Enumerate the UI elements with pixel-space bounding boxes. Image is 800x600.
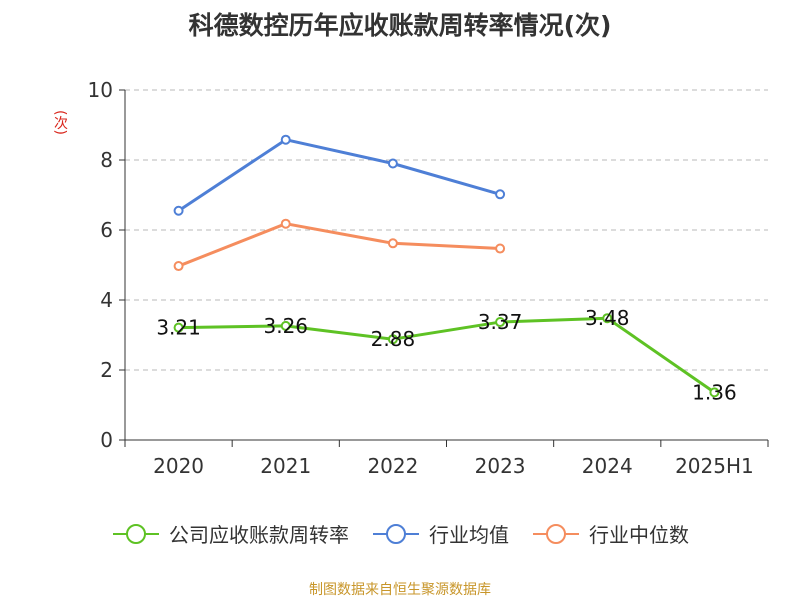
data-label: 3.48: [585, 306, 630, 330]
legend-item: 行业均值: [371, 519, 509, 548]
data-point: [495, 243, 506, 254]
chart-title: 科德数控历年应收账款周转率情况(次): [188, 11, 612, 40]
series-line: [178, 222, 501, 268]
y-tick-label: 6: [100, 218, 113, 242]
x-tick-label: 2025H1: [675, 454, 754, 478]
legend-label: 公司应收账款周转率: [169, 523, 349, 547]
data-labels: 3.21 3.26 2.88 3.37 3.48 1.36: [156, 306, 736, 404]
legend-item: 行业中位数: [531, 519, 689, 548]
legend-marker-icon: [113, 523, 159, 544]
data-point: [495, 317, 506, 328]
data-point: [602, 313, 613, 324]
series-line: [178, 316, 716, 394]
source-note: 制图数据来自恒生聚源数据库: [309, 582, 491, 598]
x-tick-label: 2022: [367, 454, 418, 478]
x-tick-label: 2021: [260, 454, 311, 478]
data-point: [709, 387, 720, 398]
data-label: 3.21: [156, 316, 201, 340]
legend: 公司应收账款周转率 行业均值 行业中位数: [0, 519, 800, 548]
legend-label: 行业中位数: [589, 523, 689, 547]
data-point: [495, 189, 506, 200]
data-label: 3.37: [478, 310, 523, 334]
y-tick-label: 4: [100, 288, 113, 312]
y-tick-label: 0: [100, 428, 113, 452]
legend-marker-icon: [533, 523, 579, 544]
y-axis-label: (次): [52, 110, 68, 135]
data-label: 1.36: [692, 380, 737, 404]
y-tick-label: 8: [100, 148, 113, 172]
data-point: [280, 134, 291, 145]
data-point: [280, 320, 291, 331]
y-tick-label: 10: [88, 78, 113, 102]
series: [173, 134, 720, 398]
data-point: [173, 322, 184, 333]
y-tick-label: 2: [100, 358, 113, 382]
legend-label: 行业均值: [429, 523, 509, 547]
legend-item: 公司应收账款周转率: [111, 519, 349, 548]
x-tick-label: 2020: [153, 454, 204, 478]
data-label: 3.26: [263, 314, 308, 338]
x-tick-label: 2024: [582, 454, 633, 478]
axes: 0 2 4 6 8 10 2020 2021 2022 2023 2024 2025H1: [88, 78, 769, 478]
data-point: [387, 158, 398, 169]
grid-lines: [125, 89, 768, 371]
x-tick-label: 2023: [475, 454, 526, 478]
data-point: [280, 218, 291, 229]
legend-marker-icon: [373, 523, 419, 544]
data-point: [173, 261, 184, 272]
data-point: [387, 238, 398, 249]
series-line: [177, 138, 501, 213]
data-point: [387, 334, 398, 345]
data-point: [173, 205, 184, 216]
data-label: 2.88: [371, 327, 416, 351]
